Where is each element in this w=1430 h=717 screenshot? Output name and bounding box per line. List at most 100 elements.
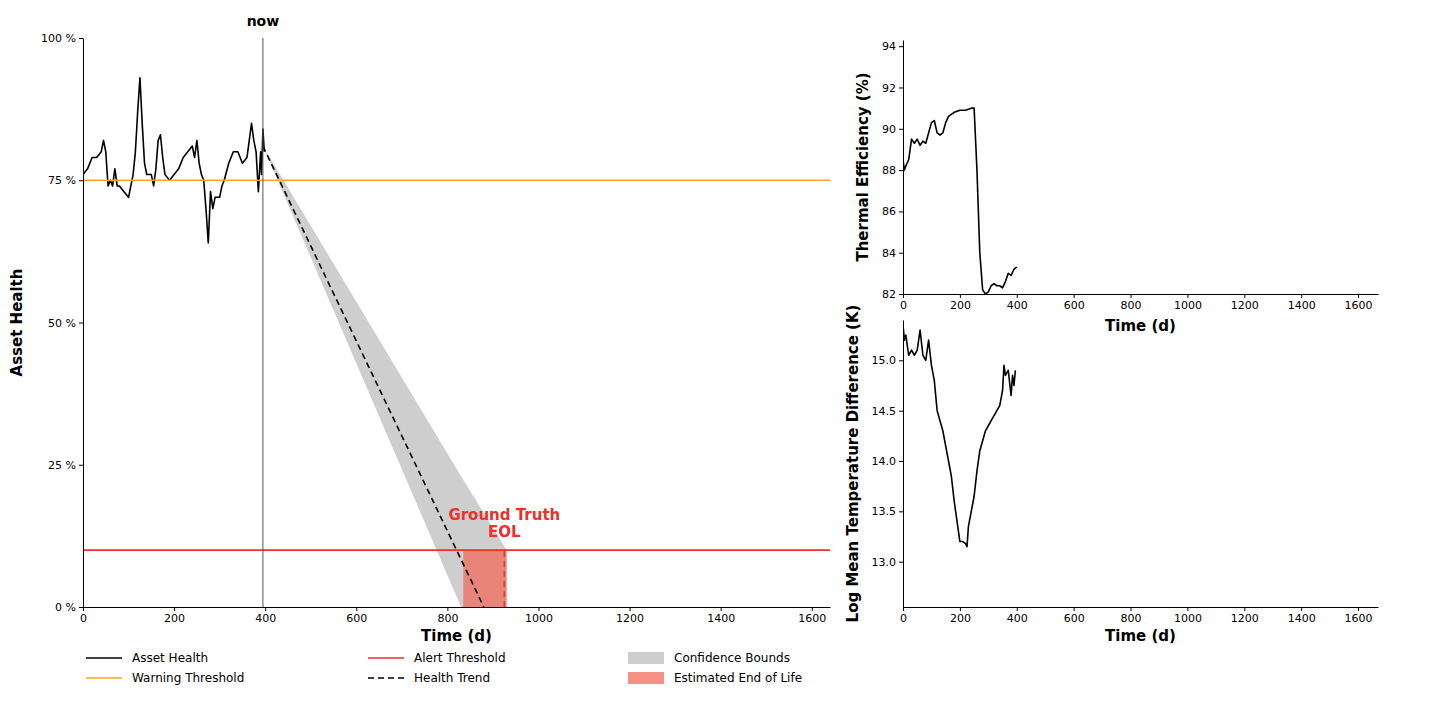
tick: 1600 [1345, 294, 1373, 312]
tick-mark [538, 607, 539, 611]
tick-mark [630, 607, 631, 611]
tick-mark [1017, 294, 1018, 298]
tick: 82 [882, 288, 903, 301]
tick-mark [356, 607, 357, 611]
tick-mark [79, 323, 83, 324]
tick-mark [899, 253, 903, 254]
tick-mark [899, 211, 903, 212]
tick: 600 [346, 607, 367, 625]
tick: 86 [882, 205, 903, 218]
axis-line [83, 39, 84, 608]
legend-label: Alert Threshold [414, 651, 506, 665]
tick-label: 800 [437, 612, 458, 625]
tick: 600 [1064, 294, 1085, 312]
tick-mark [79, 180, 83, 181]
tick: 88 [882, 164, 903, 177]
tick-label: 1200 [616, 612, 644, 625]
tick-mark [899, 562, 903, 563]
y-axis-title: Log Mean Temperature Difference (K) [844, 305, 862, 623]
legend-swatch [86, 677, 122, 679]
tick-label: 1400 [1288, 612, 1316, 625]
x-axis-title: Time (d) [421, 627, 492, 645]
tick-mark [1131, 607, 1132, 611]
tick-label: 400 [255, 612, 276, 625]
tick-mark [903, 607, 904, 611]
plot-marks [903, 325, 1015, 547]
tick-label: 400 [1007, 612, 1028, 625]
tick-mark [1131, 294, 1132, 298]
tick-label: 15.0 [872, 354, 897, 367]
tick-label: 13.0 [872, 556, 897, 569]
tick-mark [1244, 294, 1245, 298]
x-axis-title: Time (d) [1105, 627, 1176, 645]
tick-mark [1017, 607, 1018, 611]
legend-label: Estimated End of Life [674, 671, 802, 685]
tick-mark [174, 607, 175, 611]
legend-label: Asset Health [132, 651, 208, 665]
line [83, 78, 264, 243]
chart-2: 0200400600800100012001400160013.013.514.… [844, 305, 1379, 645]
legend-swatch [86, 657, 122, 659]
tick: 1400 [1288, 294, 1316, 312]
y-axis-title: Thermal Efficiency (%) [854, 72, 872, 261]
tick-label: 13.5 [872, 505, 897, 518]
tick: 200 [950, 607, 971, 625]
tick-label: 1000 [1174, 612, 1202, 625]
tick: 800 [1121, 294, 1142, 312]
tick-mark [812, 607, 813, 611]
line [263, 146, 484, 607]
legend-label: Warning Threshold [132, 671, 244, 685]
tick-mark [265, 607, 266, 611]
tick-label: 600 [1064, 612, 1085, 625]
line [83, 179, 830, 181]
tick: 15.0 [872, 354, 904, 367]
tick-mark [899, 294, 903, 295]
tick: 1000 [1174, 294, 1202, 312]
tick-label: 86 [882, 205, 896, 218]
tick-mark [447, 607, 448, 611]
tick-mark [1301, 294, 1302, 298]
tick-mark [79, 465, 83, 466]
y-axis: 13.013.514.014.515.0 [872, 321, 904, 608]
line [83, 549, 830, 551]
tick-label: 1200 [1231, 612, 1259, 625]
tick-label: 200 [950, 612, 971, 625]
x-axis: 02004006008001000120014001600 [900, 294, 1379, 312]
plot-marks [83, 38, 830, 607]
tick-label: 0 [80, 612, 87, 625]
tick-label: 600 [1064, 299, 1085, 312]
legend-swatch [628, 652, 664, 664]
tick-mark [899, 461, 903, 462]
legend-label: Confidence Bounds [674, 651, 790, 665]
tick-label: 1000 [525, 612, 553, 625]
tick-mark [960, 294, 961, 298]
tick-label: 100 % [41, 32, 76, 45]
tick: 600 [1064, 607, 1085, 625]
legend-item: Estimated End of Life [628, 671, 802, 685]
tick-label: 50 % [48, 317, 76, 330]
tick: 800 [1121, 607, 1142, 625]
tick-label: 200 [950, 299, 971, 312]
tick: 1400 [1288, 607, 1316, 625]
chart-0: nowGround TruthEOL0200400600800100012001… [8, 13, 831, 685]
tick-label: 1600 [1345, 299, 1373, 312]
tick: 50 % [48, 317, 83, 330]
tick: 75 % [48, 174, 83, 187]
tick: 100 % [41, 32, 83, 45]
tick: 13.0 [872, 556, 904, 569]
axis-line [84, 607, 831, 608]
annotation-line [504, 550, 505, 607]
tick-label: 1000 [1174, 299, 1202, 312]
tick: 84 [882, 247, 903, 260]
tick: 1000 [525, 607, 553, 625]
tick-mark [899, 129, 903, 130]
line [903, 325, 1015, 547]
annotation-text: now [247, 13, 280, 29]
legend-swatch [628, 672, 664, 684]
legend-item: Health Trend [368, 671, 490, 685]
y-axis-title: Asset Health [8, 269, 26, 377]
tick-label: 75 % [48, 174, 76, 187]
chart-1: 0200400600800100012001400160082848688909… [854, 40, 1379, 335]
tick-mark [903, 294, 904, 298]
tick: 0 [900, 607, 907, 625]
